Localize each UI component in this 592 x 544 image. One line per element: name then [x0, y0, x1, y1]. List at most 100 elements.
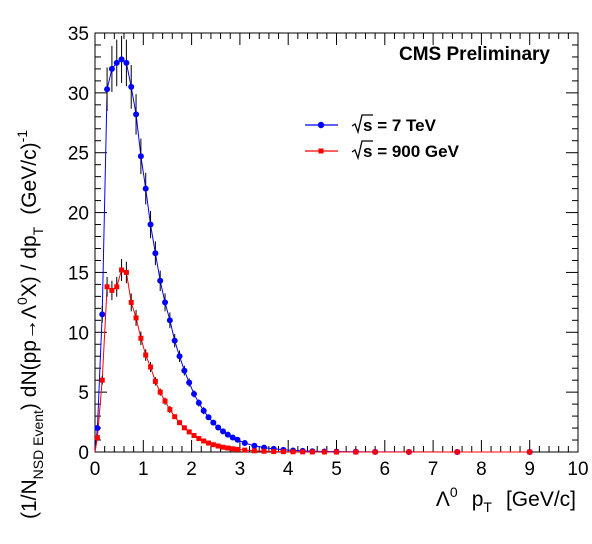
legend-root-sign	[351, 140, 373, 161]
legend-root-arg: s	[363, 116, 372, 135]
y-tick-label: 10	[68, 323, 89, 344]
data-point	[113, 59, 120, 66]
data-point	[206, 440, 212, 446]
data-point	[133, 315, 139, 321]
legend-marker	[318, 148, 324, 154]
x-axis-title: Λ0 pT [GeV/c]	[436, 484, 576, 515]
data-point	[186, 429, 192, 435]
legend-label: s = 7 TeV	[363, 116, 437, 135]
data-point	[143, 352, 149, 358]
y-tick-labels: 0 5 10 15 20 25 30 35	[68, 24, 89, 464]
x-tick-label: 7	[428, 459, 439, 480]
x-tick-label: 4	[283, 459, 294, 480]
x-tick-label: 5	[331, 459, 342, 480]
data-point	[242, 447, 248, 453]
legend-root-arg: s	[363, 142, 372, 161]
data-point	[220, 444, 226, 450]
data-point	[128, 83, 135, 90]
data-point	[171, 337, 178, 344]
data-points	[94, 35, 533, 455]
x-axis-variable-sub: T	[483, 499, 492, 515]
data-point	[205, 414, 212, 421]
data-point	[167, 407, 173, 413]
x-tick-label: 8	[476, 459, 487, 480]
x-axis-unit: [GeV/c]	[506, 488, 576, 511]
data-point	[527, 449, 533, 455]
y-tick-label: 15	[68, 263, 89, 284]
data-point	[123, 59, 130, 66]
data-point	[172, 414, 178, 420]
x-tick-label: 3	[235, 459, 246, 480]
data-point	[224, 431, 231, 438]
data-point	[157, 389, 163, 395]
data-point	[454, 449, 460, 455]
data-point	[166, 317, 173, 324]
x-axis-variable: p	[472, 488, 484, 511]
data-point	[99, 311, 106, 318]
y-axis-title-sub2: T	[30, 226, 46, 235]
y-tick-label: 5	[78, 383, 89, 404]
data-point	[147, 221, 154, 228]
data-point	[133, 111, 140, 118]
y-axis-title-sup2: -1	[14, 130, 30, 143]
data-point	[191, 432, 197, 438]
data-point	[137, 153, 144, 160]
data-point	[210, 442, 216, 448]
fit-curve-series-1	[94, 269, 530, 453]
x-tick-labels: 0 1 2 3 4 5 6 7 8 9 10	[90, 459, 589, 480]
data-point	[94, 425, 101, 432]
x-tick-label: 1	[138, 459, 149, 480]
y-tick-label: 20	[68, 204, 89, 225]
data-point	[271, 448, 277, 454]
data-point	[176, 353, 183, 360]
y-tick-label: 35	[68, 24, 89, 45]
data-point	[99, 377, 105, 383]
data-point	[201, 438, 207, 444]
data-point	[215, 443, 221, 449]
data-point	[234, 436, 241, 443]
data-point	[152, 250, 159, 257]
data-point	[353, 449, 359, 455]
x-axis-symbol-sup: 0	[450, 484, 458, 500]
data-point	[334, 449, 339, 455]
data-point	[300, 449, 306, 455]
data-point	[406, 449, 412, 455]
data-point	[215, 424, 222, 431]
y-axis-title-sub1: NSD Event	[30, 410, 46, 479]
data-point	[280, 449, 286, 455]
legend: s = 7 TeV s = 900 GeV	[305, 114, 460, 161]
data-point	[177, 420, 183, 426]
y-axis-title-part4: (GeV/c)	[18, 142, 41, 214]
data-point	[114, 284, 120, 290]
y-axis-title-sup1: 0	[14, 297, 30, 305]
data-point	[210, 419, 217, 426]
data-point	[196, 436, 202, 442]
y-tick-label: 30	[68, 84, 89, 105]
y-tick-label: 0	[78, 443, 89, 464]
data-point	[225, 445, 231, 451]
y-axis-title-part1: (1/N	[18, 479, 41, 519]
data-point	[309, 449, 315, 455]
x-tick-label: 10	[567, 459, 588, 480]
data-point	[372, 449, 378, 455]
y-axis-title-part2: ) dN(pp→Λ	[18, 305, 41, 410]
legend-label: s = 900 GeV	[363, 142, 460, 161]
data-point	[162, 299, 169, 306]
data-point	[119, 267, 125, 273]
x-tick-label: 9	[524, 459, 535, 480]
cms-preliminary-label: CMS Preliminary	[399, 44, 550, 65]
data-point	[181, 367, 188, 374]
legend-marker	[317, 121, 325, 129]
plot-frame	[94, 32, 579, 453]
data-point	[261, 448, 267, 454]
data-point	[162, 398, 168, 404]
data-point	[152, 378, 158, 384]
data-point	[138, 335, 144, 341]
data-point	[186, 379, 193, 386]
y-axis-title-part3: X) / dp	[18, 235, 41, 297]
data-point	[191, 390, 198, 397]
data-point	[251, 448, 257, 454]
data-point	[234, 446, 240, 452]
data-point	[118, 56, 125, 63]
